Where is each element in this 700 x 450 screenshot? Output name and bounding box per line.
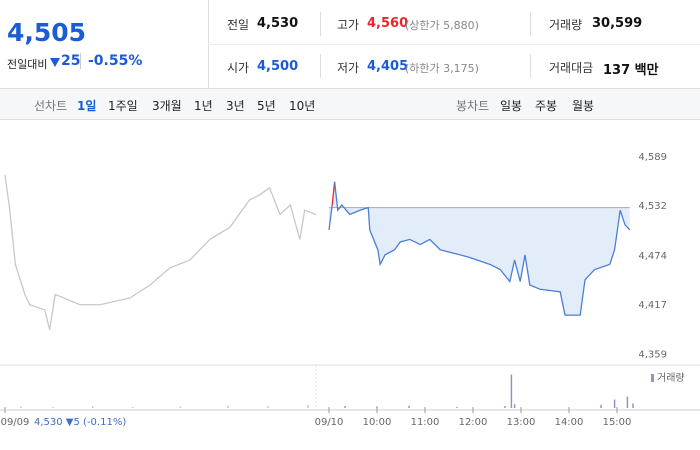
price-line	[4, 174, 317, 330]
volume-bar	[91, 406, 94, 408]
x-tick-label: 14:00	[555, 417, 584, 428]
info-limit: (하한가 3,175)	[405, 62, 479, 75]
y-tick-label: 4,474	[638, 251, 667, 262]
volume-bar	[504, 406, 506, 408]
tab-label: 봉차트	[456, 99, 490, 113]
tab[interactable]: 10년	[289, 99, 316, 113]
volume-bar	[613, 399, 616, 408]
legend-label: 거래량	[657, 372, 685, 384]
divider	[320, 12, 321, 36]
divider	[80, 53, 81, 69]
x-tick-label: 15:00	[603, 417, 632, 428]
tab-label: 선차트	[34, 99, 68, 113]
tab[interactable]: 5년	[257, 99, 276, 113]
tab[interactable]: 주봉	[535, 99, 558, 113]
change-pct: -0.55%	[88, 53, 143, 69]
tab[interactable]: 1주일	[108, 99, 138, 113]
volume-bar	[376, 406, 378, 408]
tab[interactable]: 1일	[77, 99, 97, 113]
volume-bar	[267, 406, 269, 408]
row-divider	[208, 44, 700, 45]
volume-bar	[600, 404, 602, 408]
info-value: 137 백만	[603, 63, 659, 78]
divider	[530, 12, 531, 36]
price-line	[328, 204, 333, 231]
legend-swatch	[651, 374, 654, 382]
y-tick-label: 4,417	[638, 300, 667, 311]
volume-bar	[307, 404, 309, 408]
volume-bar	[227, 405, 229, 408]
info-label: 고가	[337, 18, 360, 32]
annotation: 4,530 ▼5 (-0.11%)	[34, 417, 126, 428]
info-label: 거래량	[549, 18, 583, 32]
info-label: 전일	[227, 18, 250, 32]
area-fill	[329, 181, 630, 316]
divider	[530, 54, 531, 78]
info-label: 시가	[227, 61, 250, 75]
tab[interactable]: 3년	[226, 99, 245, 113]
volume-bar	[408, 405, 410, 408]
info-value: 4,560	[367, 16, 409, 31]
info-limit: (상한가 5,880)	[405, 19, 479, 32]
volume-bar	[344, 406, 346, 408]
info-value: 4,405	[367, 59, 409, 74]
y-tick-label: 4,359	[638, 350, 667, 361]
y-tick-label: 4,589	[638, 152, 667, 163]
divider	[320, 54, 321, 78]
tab[interactable]: 3개월	[152, 99, 182, 113]
info-value: 4,530	[257, 16, 299, 31]
volume-bar	[179, 406, 182, 408]
change-label: 전일대비	[7, 58, 48, 71]
info-label: 거래대금	[549, 61, 594, 75]
info-label: 저가	[337, 61, 360, 75]
x-tick-label: 13:00	[507, 417, 536, 428]
volume-bar	[131, 406, 134, 408]
change: 25	[61, 53, 81, 69]
volume-bar	[626, 396, 629, 408]
volume-bar	[632, 403, 634, 408]
volume-bar	[510, 374, 513, 408]
info-value: 30,599	[592, 16, 643, 31]
x-tick-label: 09/10	[315, 417, 344, 428]
price-line	[333, 181, 631, 316]
x-tick-label: 09/09	[1, 417, 30, 428]
x-tick-label: 11:00	[411, 417, 440, 428]
price-line	[331, 181, 336, 206]
down-arrow	[50, 58, 60, 67]
price: 4,505	[7, 18, 87, 47]
x-tick-label: 12:00	[459, 417, 488, 428]
quote-box: 4,505 전일대비 25 -0.55%	[0, 0, 209, 88]
volume-bar	[513, 404, 516, 408]
volume-bar	[52, 406, 54, 408]
info-value: 4,500	[257, 59, 299, 74]
y-tick-label: 4,532	[638, 201, 667, 212]
volume-bar	[456, 406, 458, 408]
x-tick-label: 10:00	[363, 417, 392, 428]
chart: 거래량 09/09 4,530 ▼5 (-0.11%) 4,359 4,417 4,47…	[0, 152, 700, 428]
tab-bar	[0, 88, 700, 120]
tab[interactable]: 월봉	[572, 99, 595, 113]
tab[interactable]: 일봉	[500, 99, 523, 113]
tab[interactable]: 1년	[194, 99, 213, 113]
volume-bar	[20, 406, 22, 408]
